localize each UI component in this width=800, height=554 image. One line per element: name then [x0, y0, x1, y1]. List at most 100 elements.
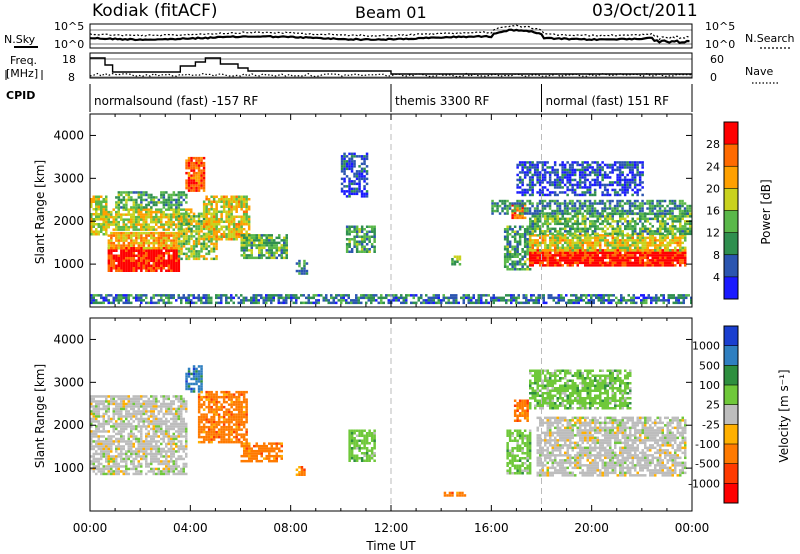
data-cell [312, 296, 315, 300]
data-cell [596, 236, 599, 240]
data-cell [340, 177, 344, 181]
data-cell [674, 217, 677, 221]
data-cell [606, 264, 609, 267]
data-cell [594, 261, 597, 265]
data-cell [506, 258, 509, 261]
data-cell [350, 230, 354, 233]
data-cell [634, 227, 637, 231]
data-cell [536, 178, 539, 182]
data-cell [616, 256, 619, 260]
data-cell [580, 299, 583, 302]
data-cell [576, 259, 579, 262]
data-cell [624, 217, 627, 221]
data-cell [220, 200, 223, 203]
data-cell [343, 165, 346, 168]
data-cell [100, 218, 103, 221]
data-cell [115, 218, 118, 221]
data-cell [467, 294, 470, 297]
data-cell [255, 234, 258, 237]
data-cell [541, 259, 544, 262]
data-cell [614, 256, 617, 260]
data-cell [185, 237, 188, 241]
data-cell [506, 199, 509, 203]
data-cell [531, 249, 534, 252]
data-cell [127, 244, 131, 247]
data-cell [679, 256, 682, 260]
data-cell [202, 301, 205, 305]
data-cell [639, 249, 642, 252]
data-cell [640, 294, 643, 297]
data-cell [551, 166, 554, 169]
data-cell [145, 262, 148, 265]
data-cell [202, 189, 206, 192]
data-cell [267, 294, 270, 297]
data-cell [245, 296, 248, 300]
data-cell [541, 178, 544, 182]
data-cell [215, 296, 218, 300]
data-cell [596, 173, 599, 177]
data-cell [152, 215, 155, 219]
data-cell [549, 222, 552, 226]
data-cell [503, 207, 507, 210]
data-cell [195, 189, 198, 192]
data-cell [172, 262, 176, 265]
data-cell [348, 233, 351, 236]
data-cell [278, 241, 281, 245]
data-cell [167, 218, 170, 221]
data-cell [127, 246, 131, 250]
data-cell [190, 174, 193, 177]
data-cell [538, 188, 542, 192]
data-cell [243, 236, 246, 240]
data-cell [270, 234, 273, 237]
data-cell [513, 245, 517, 248]
colorbar-tick-label: 4 [713, 271, 720, 284]
data-cell [345, 243, 349, 246]
data-cell [558, 186, 562, 189]
data-cell [515, 296, 518, 300]
data-cell [187, 164, 191, 167]
data-cell [350, 192, 354, 196]
data-cell [578, 173, 582, 177]
data-cell [656, 209, 659, 213]
data-cell [117, 241, 121, 245]
data-cell [273, 254, 276, 257]
data-cell [656, 220, 659, 223]
data-cell [541, 188, 544, 192]
data-cell [501, 202, 504, 205]
data-cell [432, 299, 435, 302]
data-cell [252, 299, 255, 302]
data-cell [689, 230, 692, 233]
data-cell [633, 207, 637, 210]
data-cell [350, 160, 354, 163]
data-cell [496, 209, 499, 213]
data-cell [162, 198, 166, 202]
data-cell [368, 235, 371, 238]
data-cell [668, 209, 672, 213]
data-cell [207, 250, 211, 253]
data-cell [598, 173, 602, 177]
data-cell [684, 259, 687, 262]
data-cell [197, 252, 201, 256]
data-cell [621, 232, 624, 236]
data-cell [182, 296, 185, 300]
data-cell [127, 249, 131, 252]
data-cell [215, 220, 218, 223]
data-cell [521, 216, 524, 220]
data-cell [115, 254, 118, 257]
data-cell [571, 178, 574, 182]
data-cell [195, 176, 198, 180]
data-cell [92, 457, 95, 461]
data-cell [405, 294, 408, 297]
data-cell [516, 214, 519, 217]
data-cell [140, 231, 143, 235]
data-cell [172, 208, 175, 211]
data-cell [581, 256, 584, 260]
data-cell [190, 164, 193, 167]
data-cell [152, 294, 155, 297]
data-cell [576, 183, 579, 187]
data-cell [534, 220, 537, 223]
data-cell [245, 195, 248, 198]
data-cell [298, 262, 301, 265]
data-cell [578, 178, 582, 182]
data-cell [512, 299, 515, 302]
